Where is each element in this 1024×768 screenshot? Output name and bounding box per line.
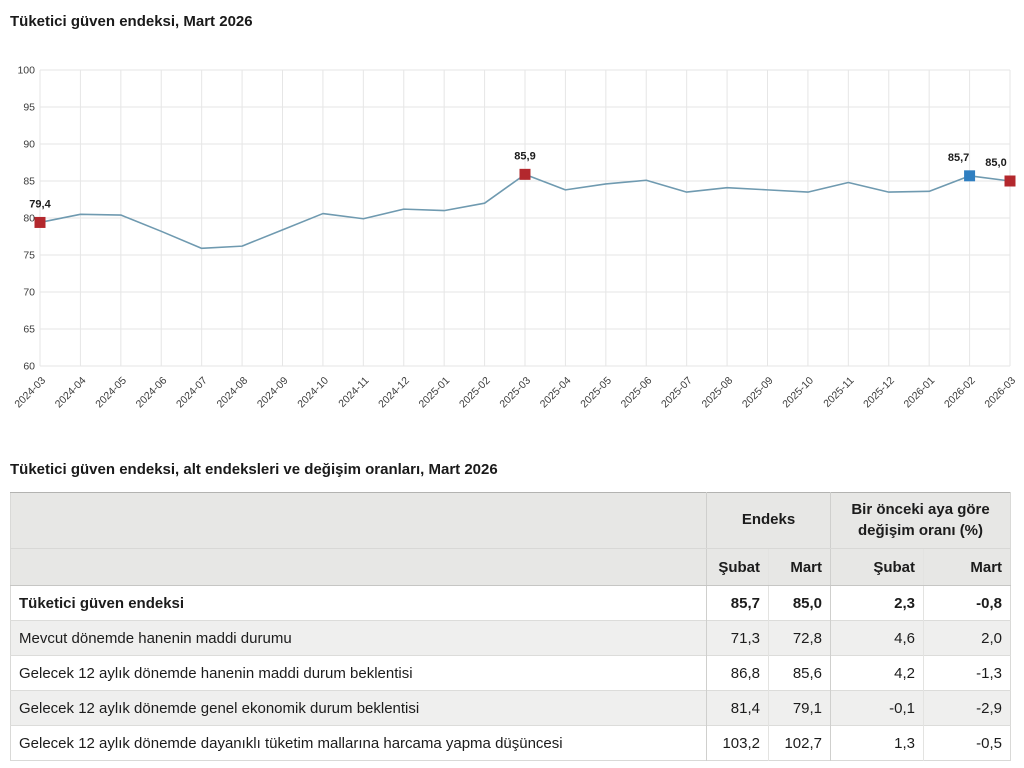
empty-header-cell (10, 548, 707, 586)
value-cell: 85,7 (706, 585, 769, 621)
data-point-label: 85,7 (948, 152, 969, 164)
column-group-endeks: Endeks (705, 492, 831, 549)
column-group-change-rate: Bir önceki aya göre değişim oranı (%) (830, 492, 1011, 549)
x-axis-tick-label: 2026-03 (982, 375, 1018, 411)
row-label-header-cell (10, 492, 707, 549)
value-cell: 2,3 (830, 585, 924, 621)
data-point-marker (519, 168, 531, 180)
value-cell: -0,5 (923, 725, 1011, 761)
x-axis-tick-label: 2024-10 (295, 375, 331, 411)
subindex-table: Endeks Bir önceki aya göre değişim oranı… (10, 492, 1012, 761)
consumer-confidence-line-chart: 60 65 70 75 80 85 90 95 100 2024-03 2024-04 2024-05… (12, 65, 1018, 411)
data-point-marker (34, 216, 46, 228)
x-axis-tick-label: 2025-03 (497, 375, 533, 411)
table-title: Tüketici güven endeksi, alt endeksleri v… (10, 461, 498, 478)
change-mart-header: Mart (923, 548, 1011, 586)
x-axis-tick-label: 2025-09 (740, 375, 776, 411)
data-point-marker (964, 170, 976, 182)
value-cell: 4,2 (830, 655, 924, 691)
value-cell: 85,0 (767, 585, 831, 621)
data-point-marker (1004, 175, 1016, 187)
y-axis-tick-label: 100 (17, 65, 35, 77)
value-cell: 71,3 (706, 620, 769, 656)
table-header-groups: Endeks Bir önceki aya göre değişim oranı… (10, 492, 1011, 549)
row-label: Gelecek 12 aylık dönemde dayanıklı tüket… (19, 734, 563, 752)
row-label: Mevcut dönemde hanenin maddi durumu (19, 629, 292, 647)
value-cell: 103,2 (706, 725, 769, 761)
table-row: Tüketici güven endeksi 85,7 85,0 2,3 -0,8 (10, 585, 1011, 621)
x-axis-tick-label: 2024-05 (93, 375, 129, 411)
x-axis-tick-label: 2025-01 (417, 375, 453, 411)
table-header: Endeks Bir önceki aya göre değişim oranı… (10, 492, 1011, 586)
x-axis-tick-label: 2024-11 (336, 375, 371, 410)
value-cell: 86,8 (706, 655, 769, 691)
y-axis-tick-label: 65 (23, 324, 35, 336)
x-axis-tick-label: 2024-04 (53, 375, 89, 411)
data-point-label: 79,4 (29, 198, 51, 210)
x-axis-tick-label: 2024-03 (12, 375, 48, 411)
value-cell: -0,1 (830, 690, 924, 726)
change-subat-header: Şubat (830, 548, 924, 586)
table-row: Gelecek 12 aylık dönemde dayanıklı tüket… (10, 725, 1011, 761)
x-axis-tick-label: 2025-07 (659, 375, 695, 411)
x-axis-tick-label: 2024-12 (376, 375, 412, 411)
value-cell: 72,8 (767, 620, 831, 656)
table-body: Tüketici güven endeksi 85,7 85,0 2,3 -0,8 Mev… (10, 585, 1011, 761)
table-row: Gelecek 12 aylık dönemde genel ekonomik … (10, 690, 1011, 726)
value-cell: -1,3 (923, 655, 1011, 691)
value-cell: 81,4 (706, 690, 769, 726)
x-axis-tick-label: 2024-09 (255, 375, 291, 411)
value-cell: 2,0 (923, 620, 1011, 656)
x-axis-tick-label: 2025-04 (538, 375, 574, 411)
x-axis-tick-label: 2026-02 (942, 375, 978, 411)
y-axis-tick-label: 70 (23, 287, 35, 299)
row-label: Gelecek 12 aylık dönemde hanenin maddi d… (19, 664, 413, 682)
table-header-months: Şubat Mart Şubat Mart (10, 548, 1011, 586)
x-axis-tick-label: 2025-06 (619, 375, 655, 411)
chart-title: Tüketici güven endeksi, Mart 2026 (10, 13, 253, 30)
x-axis-tick-label: 2025-10 (780, 375, 816, 411)
x-axis-tick-label: 2026-01 (902, 375, 938, 411)
x-axis-tick-label: 2025-08 (699, 375, 735, 411)
row-label: Gelecek 12 aylık dönemde genel ekonomik … (19, 699, 420, 717)
value-cell: 85,6 (767, 655, 831, 691)
x-axis-tick-label: 2025-12 (861, 375, 897, 411)
table-row: Gelecek 12 aylık dönemde hanenin maddi d… (10, 655, 1011, 691)
table-row: Mevcut dönemde hanenin maddi durumu 71,3 7… (10, 620, 1011, 656)
x-axis-tick-label: 2025-05 (578, 375, 614, 411)
y-axis-tick-label: 85 (23, 176, 35, 188)
x-axis-tick-label: 2025-02 (457, 375, 493, 411)
endeks-mart-header: Mart (767, 548, 831, 586)
x-axis-tick-label: 2024-06 (134, 375, 170, 411)
value-cell: 79,1 (767, 690, 831, 726)
y-axis-tick-label: 80 (23, 213, 35, 225)
row-label: Tüketici güven endeksi (19, 594, 185, 612)
x-axis-tick-label: 2024-07 (174, 375, 210, 411)
y-axis-tick-label: 60 (23, 361, 35, 373)
value-cell: 4,6 (830, 620, 924, 656)
value-cell: -2,9 (923, 690, 1011, 726)
y-axis-tick-label: 75 (23, 250, 35, 262)
endeks-subat-header: Şubat (706, 548, 769, 586)
x-axis-tick-label: 2025-11 (821, 375, 856, 410)
y-axis-tick-label: 90 (23, 139, 35, 151)
value-cell: -0,8 (923, 585, 1011, 621)
value-cell: 102,7 (767, 725, 831, 761)
y-axis-tick-label: 95 (23, 102, 35, 114)
data-point-label: 85,9 (514, 150, 535, 162)
x-axis-tick-label: 2024-08 (214, 375, 250, 411)
value-cell: 1,3 (830, 725, 924, 761)
data-point-label: 85,0 (985, 157, 1006, 169)
